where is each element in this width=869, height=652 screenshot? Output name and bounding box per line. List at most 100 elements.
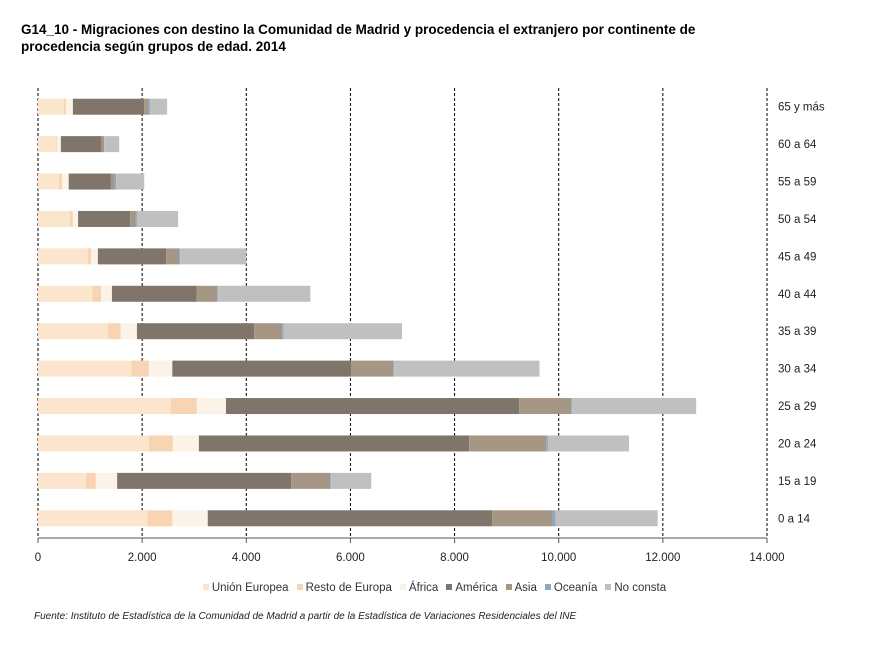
bar-segment-no-consta <box>180 248 247 265</box>
legend-label: Oceanía <box>553 582 598 594</box>
bar-segment-ocean-a <box>217 285 219 302</box>
bar-segment-uni-n-europea <box>38 398 171 415</box>
bar-segment-ocean-a <box>179 248 181 265</box>
bar-segment-ocean-a <box>330 472 332 489</box>
category-label: 40 a 44 <box>778 289 817 301</box>
x-tick-label: 10.000 <box>541 552 576 564</box>
legend-swatch <box>202 583 209 590</box>
bar-segment-asia <box>469 435 547 452</box>
bar-segment-asia <box>350 360 394 377</box>
bar-segment-ocean-a <box>282 323 284 340</box>
legend-label: Asia <box>514 582 537 594</box>
bar-segment-ocean-a <box>552 510 556 527</box>
bar-segment-am-rica <box>68 173 111 190</box>
bar-segment-asia <box>196 285 218 302</box>
bar-segment-no-consta <box>572 398 697 415</box>
bar-segment-asia <box>110 173 115 190</box>
bar-segment-no-consta <box>548 435 630 452</box>
legend-label: No consta <box>614 582 667 594</box>
bar-segment-uni-n-europea <box>38 323 108 340</box>
bar-segment-asia <box>519 398 572 415</box>
bar-segment-ocean-a <box>546 435 549 452</box>
legend-swatch <box>296 583 303 590</box>
bar-segment-no-consta <box>555 510 658 527</box>
bar-segment-am-rica <box>117 472 292 489</box>
bar-segment-asia <box>101 136 105 153</box>
bar-segment-uni-n-europea <box>38 472 86 489</box>
bar-segment-am-rica <box>97 248 167 265</box>
bar-segment--frica <box>66 98 73 115</box>
bar-segment-resto-de-europa <box>147 510 173 527</box>
chart-title: G14_10 - Migraciones con destino la Comu… <box>21 22 696 54</box>
bar-segment-asia <box>130 210 136 227</box>
bar-segment-asia <box>254 323 283 340</box>
bar-segment-resto-de-europa <box>85 472 96 489</box>
bar-segment-uni-n-europea <box>38 136 57 153</box>
bar-segment--frica <box>91 248 98 265</box>
category-label: 15 a 19 <box>778 476 816 488</box>
bar-segment-no-consta <box>149 98 168 115</box>
bar-segment--frica <box>61 173 69 190</box>
bar-segment-resto-de-europa <box>64 98 67 115</box>
bar-segment-am-rica <box>136 323 255 340</box>
legend-item: Asia <box>505 582 537 594</box>
bar-segment-asia <box>492 510 553 527</box>
bar-segment-ocean-a <box>114 173 117 190</box>
bar-segment--frica <box>95 472 118 489</box>
bar-segment-am-rica <box>78 210 131 227</box>
bar-segment-am-rica <box>225 398 520 415</box>
legend-item: No consta <box>605 582 666 594</box>
category-label: 25 a 29 <box>778 401 816 413</box>
bar-segment--frica <box>172 510 208 527</box>
bar-segment-resto-de-europa <box>87 248 92 265</box>
bar-segment-ocean-a <box>148 98 150 115</box>
category-label: 35 a 39 <box>778 326 816 338</box>
chart-legend: Unión Europea Resto de Europa África Améric… <box>0 582 869 594</box>
bar-segment--frica <box>101 285 112 302</box>
category-label: 50 a 54 <box>778 214 817 226</box>
bar-segment-resto-de-europa <box>92 285 102 302</box>
bar-segment--frica <box>196 398 226 415</box>
bar-segment-resto-de-europa <box>69 210 73 227</box>
x-tick-label: 6.000 <box>336 552 365 564</box>
bar-segment-am-rica <box>198 435 470 452</box>
legend-item: Unión Europea <box>202 582 289 594</box>
bar-segment--frica <box>148 360 173 377</box>
bar-segment-uni-n-europea <box>38 248 88 265</box>
category-label: 0 a 14 <box>778 513 811 525</box>
bar-segment-asia <box>291 472 331 489</box>
x-tick-label: 12.000 <box>645 552 680 564</box>
x-tick-label: 4.000 <box>232 552 261 564</box>
bar-segment--frica <box>57 136 61 153</box>
bar-segment-resto-de-europa <box>148 435 173 452</box>
legend-item: América <box>446 582 498 594</box>
legend-swatch <box>399 583 406 590</box>
category-label: 45 a 49 <box>778 251 816 263</box>
bar-segment-no-consta <box>394 360 540 377</box>
x-tick-label: 0 <box>35 552 41 564</box>
bar-segment-resto-de-europa <box>131 360 149 377</box>
bar-segment-no-consta <box>331 472 372 489</box>
bar-segment-no-consta <box>283 323 402 340</box>
legend-swatch <box>446 583 453 590</box>
legend-item: África <box>399 582 438 594</box>
bar-segment-am-rica <box>111 285 197 302</box>
bar-segment--frica <box>72 210 79 227</box>
bar-segment-asia <box>166 248 180 265</box>
bar-segment-no-consta <box>104 136 120 153</box>
legend-label: Unión Europea <box>211 582 289 594</box>
bar-segment-no-consta <box>218 285 311 302</box>
bar-segment-uni-n-europea <box>38 98 65 115</box>
category-label: 55 a 59 <box>778 177 816 189</box>
bar-segment-am-rica <box>172 360 351 377</box>
bar-segment-resto-de-europa <box>56 136 58 153</box>
bar-segment-no-consta <box>116 173 145 190</box>
bar-segment-resto-de-europa <box>107 323 121 340</box>
bar-segment-uni-n-europea <box>38 285 93 302</box>
bar-segment--frica <box>120 323 137 340</box>
legend-swatch <box>505 583 512 590</box>
bar-segment-uni-n-europea <box>38 210 70 227</box>
bar-segment-no-consta <box>136 210 179 227</box>
bar-segment--frica <box>172 435 199 452</box>
legend-label: América <box>455 582 498 594</box>
